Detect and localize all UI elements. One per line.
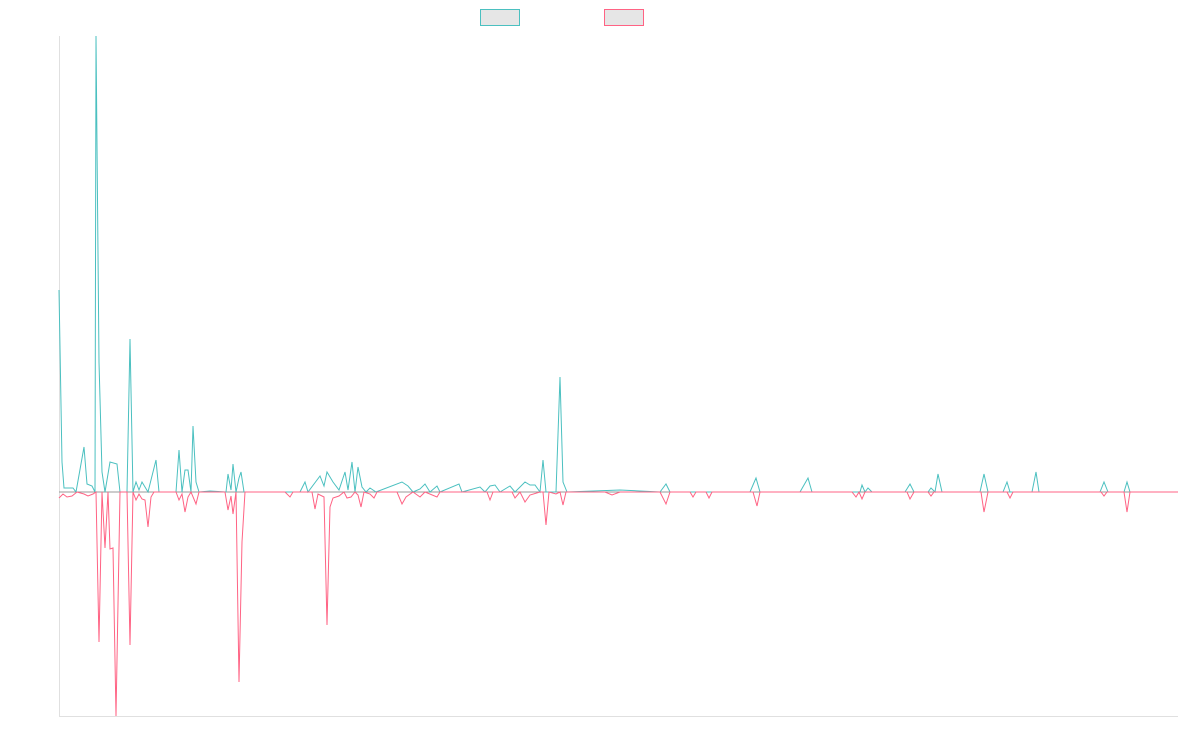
series-line-1 [58, 35, 1178, 494]
legend-swatch-series-2[interactable] [604, 9, 644, 26]
legend-swatch-series-1[interactable] [480, 9, 520, 26]
series-line-2 [58, 490, 1178, 717]
